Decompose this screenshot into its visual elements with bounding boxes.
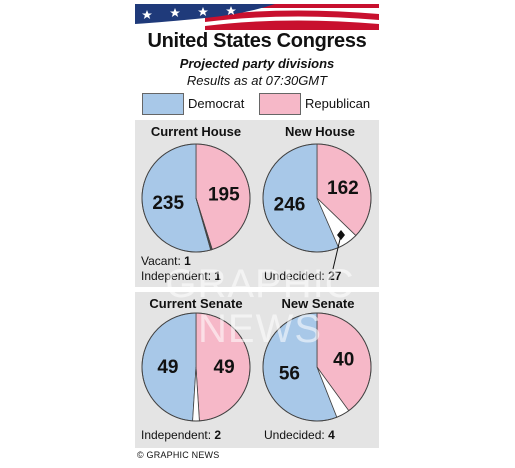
- panel-divider: [135, 287, 379, 292]
- pie-chart-current-house: 235 195: [141, 143, 251, 253]
- us-flag-icon: [135, 4, 379, 30]
- note-undecided-senate: Undecided: 4: [264, 428, 335, 442]
- pie-title-new-house: New House: [284, 124, 356, 139]
- results-time: Results as at 07:30GMT: [186, 73, 328, 88]
- pie-outline: [141, 143, 251, 253]
- pie-title-new-senate: New Senate: [281, 296, 355, 311]
- pie-title-current-senate: Current Senate: [149, 296, 243, 311]
- note-value: 1: [184, 254, 191, 268]
- page-subtitle: Projected party divisions: [179, 56, 335, 71]
- flag-banner: [135, 4, 379, 30]
- pie-outline: [262, 143, 372, 253]
- note-undecided-house: Undecided: 27: [264, 269, 341, 283]
- pie-value-label-republican: 162: [327, 178, 359, 199]
- pie-value-label-republican: 49: [214, 357, 235, 378]
- note-vacant: Vacant: 1: [141, 254, 191, 268]
- page-title: United States Congress: [147, 30, 367, 52]
- legend-label-democrat: Democrat: [188, 96, 245, 111]
- legend-label-republican: Republican: [305, 96, 371, 111]
- pie-outline: [262, 312, 372, 422]
- note-value: 2: [214, 428, 222, 442]
- note-independent-house: Independent: 1: [141, 269, 221, 283]
- note-value: 4: [328, 428, 335, 442]
- pie-value-label-democrat: 49: [157, 357, 178, 378]
- undecided-leader-line: [332, 230, 345, 270]
- note-value: 1: [214, 269, 222, 283]
- pie-value-label-republican: 195: [208, 185, 240, 206]
- note-value: 27: [328, 269, 342, 283]
- pie-chart-new-senate: 56 40: [262, 312, 372, 422]
- pie-value-label-democrat: 56: [279, 363, 300, 384]
- pie-title-current-house: Current House: [150, 124, 242, 139]
- note-label: Independent:: [141, 428, 212, 442]
- note-label: Undecided:: [264, 428, 325, 442]
- note-label: Independent:: [141, 269, 212, 283]
- note-label: Vacant:: [141, 254, 181, 268]
- pie-outline: [141, 312, 251, 422]
- watermark: GRAPHIC NEWS: [165, 262, 355, 351]
- legend-swatch-republican: [259, 93, 301, 115]
- legend-swatch-democrat: [142, 93, 184, 115]
- pie-chart-new-house: 246 162: [262, 143, 372, 253]
- credit-text: © GRAPHIC NEWS: [137, 450, 220, 460]
- pie-value-label-democrat: 235: [152, 193, 184, 214]
- pie-chart-current-senate: 49 49: [141, 312, 251, 422]
- note-label: Undecided:: [264, 269, 325, 283]
- pie-value-label-democrat: 246: [274, 195, 306, 216]
- pie-value-label-republican: 40: [333, 349, 354, 370]
- note-independent-senate: Independent: 2: [141, 428, 221, 442]
